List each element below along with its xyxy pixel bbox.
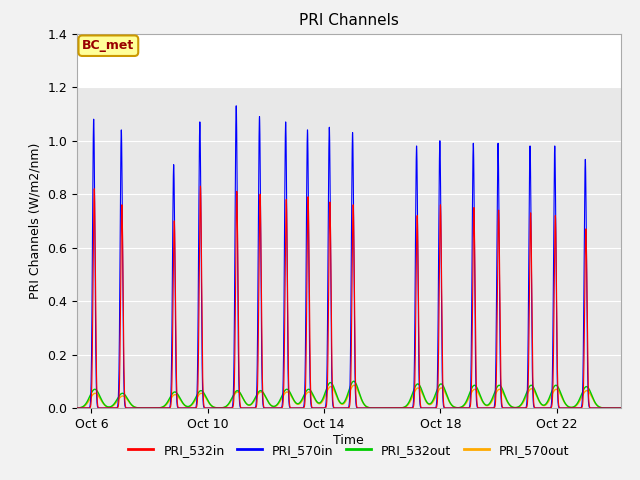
X-axis label: Time: Time: [333, 433, 364, 446]
Bar: [77, 34, 621, 87]
Legend: PRI_532in, PRI_570in, PRI_532out, PRI_570out: PRI_532in, PRI_570in, PRI_532out, PRI_57…: [124, 439, 574, 462]
Title: PRI Channels: PRI Channels: [299, 13, 399, 28]
Y-axis label: PRI Channels (W/m2/nm): PRI Channels (W/m2/nm): [29, 143, 42, 299]
Text: BC_met: BC_met: [82, 39, 134, 52]
